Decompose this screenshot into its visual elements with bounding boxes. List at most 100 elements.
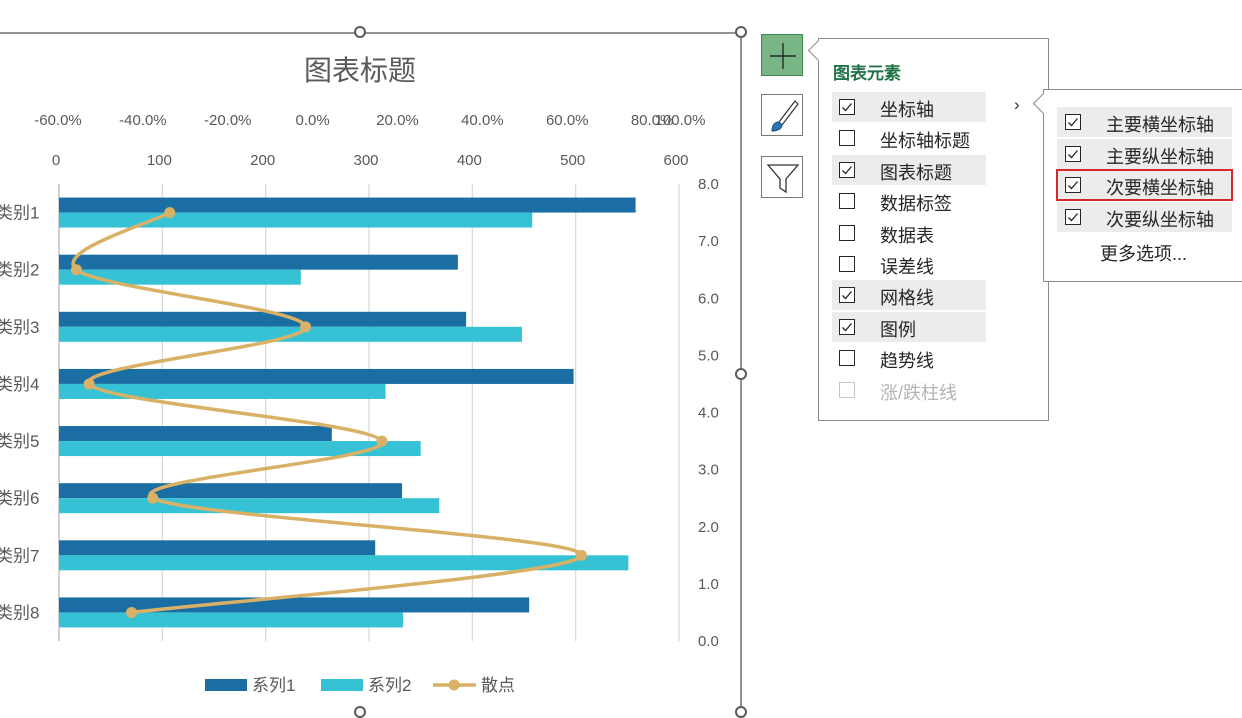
axis-option-label: 主要纵坐标轴: [1106, 146, 1214, 167]
checkbox[interactable]: [839, 99, 855, 115]
checkbox[interactable]: [1065, 114, 1081, 130]
scatter-point[interactable]: [164, 207, 176, 219]
chart-element-row[interactable]: 误差线: [832, 249, 986, 279]
bar-系列1[interactable]: [59, 254, 458, 270]
funnel-icon: [766, 164, 800, 194]
bar-系列2[interactable]: [59, 555, 629, 571]
chart-elements-button[interactable]: [761, 34, 803, 76]
checkbox[interactable]: [839, 287, 855, 304]
scatter-point[interactable]: [147, 492, 159, 504]
category-label: 类别4: [0, 375, 39, 394]
primary-x-tick-label: 200: [250, 152, 275, 169]
category-label: 类别6: [0, 489, 39, 508]
checkbox[interactable]: [1065, 177, 1081, 193]
checkbox[interactable]: [839, 193, 855, 210]
chart-element-row[interactable]: 图表标题: [832, 154, 986, 185]
chart-element-label: 涨/跌柱线: [880, 382, 958, 403]
legend-label: 系列1: [252, 676, 295, 695]
checkbox[interactable]: [1065, 208, 1081, 225]
axes-submenu: 主要横坐标轴 主要纵坐标轴 次要横坐标轴次要纵坐标轴 更多选项...: [1032, 89, 1242, 282]
chart-element-label: 网格线: [880, 288, 934, 309]
resize-handle-top-center[interactable]: [354, 26, 366, 38]
bar-系列2[interactable]: [59, 612, 404, 628]
resize-handle-top-right[interactable]: [735, 26, 747, 38]
scatter-point[interactable]: [70, 264, 82, 276]
secondary-x-tick-label: 40.0%: [461, 112, 504, 129]
resize-handle-middle-right[interactable]: [735, 368, 747, 380]
chart-element-row[interactable]: 网格线: [832, 280, 986, 311]
category-axis: 类别1 类别2 类别3 类别4 类别5 类别6 类别7 类别8: [0, 204, 39, 623]
bar-系列2[interactable]: [59, 212, 533, 228]
bar-系列2[interactable]: [59, 269, 301, 285]
more-options-link[interactable]: 更多选项...: [1100, 244, 1188, 264]
checkbox[interactable]: [839, 130, 855, 147]
chart-element-row[interactable]: 坐标轴标题: [832, 123, 986, 153]
category-label: 类别1: [0, 204, 39, 223]
scatter-point[interactable]: [575, 549, 587, 561]
chart-elements-panel: 图表元素 坐标轴坐标轴标题图表标题数据标签数据表误差线网格线图例趋势线涨/跌柱线…: [807, 38, 1049, 421]
checkmark-icon: [842, 291, 852, 300]
chart-element-label: 误差线: [880, 257, 934, 277]
chart-element-label: 坐标轴标题: [880, 131, 970, 152]
axis-option-label: 次要纵坐标轴: [1106, 209, 1214, 230]
chart-element-row[interactable]: 坐标轴: [832, 92, 986, 122]
chart-element-row[interactable]: 数据标签: [832, 186, 986, 216]
chart-element-row[interactable]: 图例: [832, 311, 986, 342]
bar-系列2[interactable]: [59, 498, 440, 514]
secondary-y-tick-label: 2.0: [698, 519, 719, 536]
axis-option-row[interactable]: 次要横坐标轴: [1056, 169, 1233, 201]
chart-element-row[interactable]: 趋势线: [832, 343, 986, 373]
checkbox[interactable]: [839, 224, 855, 241]
axis-option-label: 主要横坐标轴: [1106, 115, 1214, 135]
chevron-right-icon[interactable]: ›: [1014, 95, 1020, 114]
checkbox[interactable]: [839, 161, 855, 178]
gridlines: [58, 184, 680, 641]
chart-element-label: 图表标题: [880, 162, 952, 183]
bar-系列1[interactable]: [59, 197, 636, 213]
category-label: 类别7: [0, 546, 39, 565]
secondary-x-tick-label: 80.0%: [631, 112, 674, 129]
axis-option-row[interactable]: 主要纵坐标轴: [1057, 138, 1232, 169]
chart-element-label: 数据标签: [880, 194, 952, 215]
bar-系列1[interactable]: [59, 368, 574, 384]
bar-系列1[interactable]: [59, 483, 403, 499]
bar-系列2[interactable]: [59, 441, 421, 457]
scatter-point[interactable]: [126, 606, 138, 618]
scatter-point[interactable]: [376, 435, 388, 447]
axis-option-row[interactable]: 主要横坐标轴: [1057, 107, 1232, 137]
bar-系列1[interactable]: [59, 311, 467, 327]
legend-swatch-series2: [321, 679, 363, 691]
category-label: 类别3: [0, 318, 39, 337]
chart-styles-button[interactable]: [761, 94, 803, 136]
legend-label: 系列2: [368, 676, 411, 695]
category-label: 类别2: [0, 261, 39, 280]
chart-element-row[interactable]: 数据表: [832, 218, 986, 248]
chart-element-row: 涨/跌柱线: [832, 375, 986, 405]
chart-title[interactable]: 图表标题: [304, 55, 416, 86]
bar-系列1[interactable]: [59, 540, 376, 556]
resize-handle-bottom-center[interactable]: [354, 706, 366, 718]
bar-系列1[interactable]: [59, 426, 332, 442]
plus-icon: [770, 43, 796, 69]
scatter-point[interactable]: [300, 321, 312, 333]
scatter-series: [70, 207, 587, 618]
chart-element-label: 图例: [880, 319, 916, 340]
checkmark-icon: [1068, 181, 1078, 190]
resize-handle-bottom-right[interactable]: [735, 706, 747, 718]
axis-option-row[interactable]: 次要纵坐标轴: [1057, 201, 1232, 232]
chart-filters-button[interactable]: [761, 156, 803, 198]
chart-area[interactable]: 图表标题 -60.0% -40.0% -20.0% 0.0% 20.0% 40.0% 60.…: [0, 0, 760, 714]
checkmark-icon: [1068, 149, 1078, 158]
checkbox[interactable]: [839, 256, 855, 272]
secondary-x-tick-label: 100.0%: [655, 112, 706, 129]
bar-系列2[interactable]: [59, 383, 386, 399]
secondary-y-tick-label: 5.0: [698, 347, 719, 364]
checkbox[interactable]: [839, 350, 855, 367]
panel-title: 图表元素: [833, 64, 901, 83]
scatter-point[interactable]: [83, 378, 95, 390]
checkbox[interactable]: [1065, 145, 1081, 162]
checkbox[interactable]: [839, 318, 855, 335]
primary-x-tick-label: 500: [560, 152, 585, 169]
primary-x-tick-label: 0: [52, 152, 60, 169]
checkmark-icon: [842, 322, 852, 332]
